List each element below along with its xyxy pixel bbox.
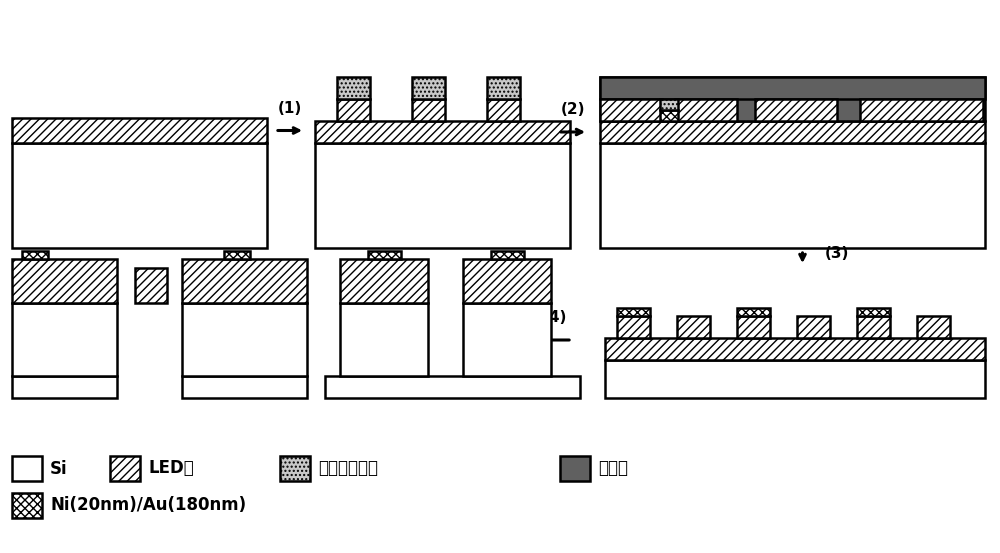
Bar xyxy=(737,316,770,338)
Bar xyxy=(660,99,678,110)
Bar xyxy=(12,303,117,376)
Bar xyxy=(182,259,307,303)
Bar xyxy=(315,121,570,143)
Bar xyxy=(660,110,678,121)
Bar xyxy=(12,493,42,518)
Bar xyxy=(337,77,370,99)
Text: (5): (5) xyxy=(258,316,282,331)
Bar xyxy=(737,308,770,316)
Bar xyxy=(560,456,590,481)
Text: (4): (4) xyxy=(543,310,567,325)
Bar xyxy=(797,316,830,338)
Bar xyxy=(600,77,985,99)
Text: (1): (1) xyxy=(278,101,302,116)
Bar xyxy=(325,376,580,398)
Text: Ni(20nm)/Au(180nm): Ni(20nm)/Au(180nm) xyxy=(50,497,246,514)
Bar xyxy=(600,77,985,121)
Bar xyxy=(12,376,117,398)
Bar xyxy=(12,456,42,481)
Bar xyxy=(412,77,445,99)
Bar xyxy=(600,143,985,248)
Bar xyxy=(135,268,167,303)
Bar xyxy=(340,303,428,376)
Bar xyxy=(12,118,267,143)
Bar xyxy=(12,143,267,248)
Bar xyxy=(337,99,370,121)
Bar xyxy=(280,456,310,481)
Bar xyxy=(490,251,524,259)
Bar xyxy=(600,99,662,121)
Text: 电子束光刻胶: 电子束光刻胶 xyxy=(318,460,378,477)
Text: (2): (2) xyxy=(561,102,585,117)
Bar xyxy=(605,360,985,398)
Bar xyxy=(22,251,48,259)
Bar xyxy=(412,99,445,121)
Bar xyxy=(675,99,737,121)
Text: (3): (3) xyxy=(825,246,849,261)
Text: 光刻胶: 光刻胶 xyxy=(598,460,628,477)
Bar xyxy=(182,303,307,376)
Bar xyxy=(224,251,250,259)
Bar xyxy=(755,99,837,121)
Bar xyxy=(857,308,890,316)
Bar xyxy=(617,316,650,338)
Bar xyxy=(315,143,570,248)
Text: Si: Si xyxy=(50,460,68,477)
Bar xyxy=(487,99,520,121)
Bar xyxy=(917,316,950,338)
Bar xyxy=(677,316,710,338)
Bar xyxy=(368,251,400,259)
Bar xyxy=(605,338,985,360)
Bar xyxy=(860,99,983,121)
Bar xyxy=(487,77,520,99)
Bar xyxy=(600,121,985,143)
Bar xyxy=(110,456,140,481)
Bar xyxy=(182,376,307,398)
Bar xyxy=(463,303,551,376)
Bar xyxy=(12,259,117,303)
Bar xyxy=(463,259,551,303)
Bar xyxy=(857,316,890,338)
Bar xyxy=(340,259,428,303)
Text: LED层: LED层 xyxy=(148,460,194,477)
Bar xyxy=(617,308,650,316)
